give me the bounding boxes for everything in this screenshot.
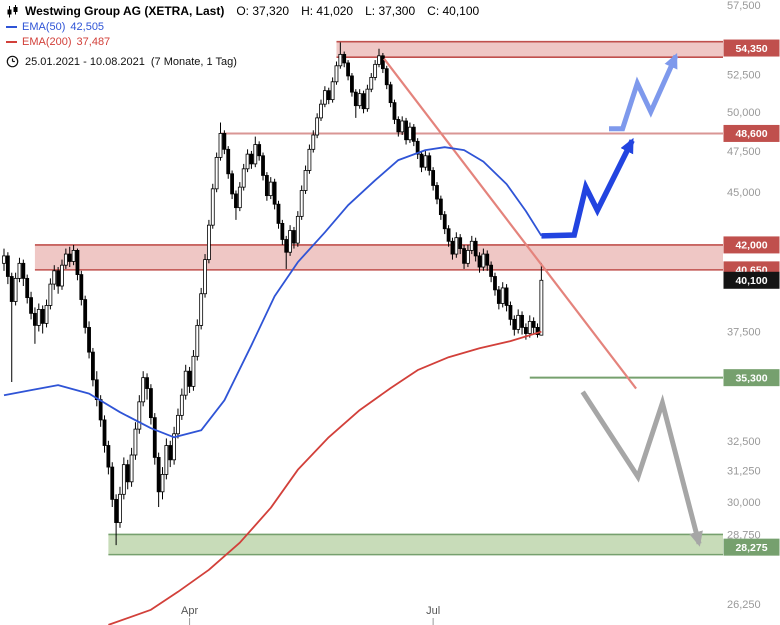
ohlc-low: L: 37,300 (365, 4, 416, 18)
y-tick-label: 57,500 (727, 0, 761, 12)
y-tick-label: 37,500 (727, 326, 761, 338)
price-level-badge (723, 236, 780, 254)
y-tick-label: 47,500 (727, 146, 761, 158)
price-level-badge (723, 369, 780, 387)
ema50-line (3, 146, 543, 439)
date-range: 25.01.2021 - 10.08.2021 (25, 55, 145, 68)
ema200-line (108, 330, 542, 625)
price-zone (108, 534, 723, 555)
ema50-value: 42,505 (70, 21, 105, 33)
y-tick-label: 45,000 (727, 187, 761, 199)
ema50-swatch (6, 26, 17, 28)
price-zone (336, 41, 723, 58)
chart-header: Westwing Group AG (XETRA, Last) O: 37,32… (6, 4, 479, 68)
price-level-badge (723, 538, 780, 556)
price-level-label: 42,000 (735, 240, 767, 252)
title-row: Westwing Group AG (XETRA, Last) O: 37,32… (6, 4, 479, 18)
scenario-arrow-lightblue (609, 53, 679, 132)
ema200-label: EMA(200) (22, 36, 72, 48)
y-tick-label: 28,750 (727, 529, 761, 541)
ema200-value: 37,487 (76, 36, 111, 48)
y-tick-label: 30,000 (727, 497, 761, 509)
zones-layer (34, 40, 724, 556)
y-tick-label: 52,500 (727, 69, 761, 81)
price-level-label: 35,300 (735, 372, 767, 384)
instrument-title: Westwing Group AG (XETRA, Last) (25, 4, 225, 18)
y-tick-label: 26,250 (727, 599, 761, 611)
price-level-label: 28,275 (735, 542, 767, 554)
y-tick-label: 31,250 (727, 466, 761, 478)
descending-trendline (383, 57, 637, 390)
date-range-row: 25.01.2021 - 10.08.2021 (7 Monate, 1 Tag… (6, 55, 479, 68)
ohlc-open: O: 37,320 (236, 4, 290, 18)
clock-icon (6, 55, 19, 68)
x-axis-label: Apr (181, 605, 198, 617)
ohlc-high: H: 41,020 (301, 4, 354, 18)
price-level-label: 48,600 (735, 128, 767, 140)
x-axis-label: Jul (426, 605, 440, 617)
scenario-arrow-blue (541, 137, 635, 239)
price-level-badge (723, 271, 780, 289)
candles-layer (2, 42, 544, 546)
legend-ema50: EMA(50) 42,505 (6, 21, 479, 33)
ema200-swatch (6, 41, 17, 43)
price-level-badge (723, 39, 780, 57)
y-tick-label: 50,000 (727, 107, 761, 119)
duration: (7 Monate, 1 Tag) (150, 55, 237, 68)
price-level-label: 40,100 (735, 275, 767, 287)
legend-ema200: EMA(200) 37,487 (6, 36, 479, 48)
ohlc-close: C: 40,100 (427, 4, 480, 18)
candlestick-chart-icon (6, 4, 19, 18)
ema50-label: EMA(50) (22, 21, 66, 33)
y-tick-label: 32,500 (727, 436, 761, 448)
scenario-arrow-gray (580, 390, 703, 547)
price-level-badge (723, 124, 780, 142)
price-level-label: 54,350 (735, 43, 767, 55)
price-zone (34, 244, 724, 270)
